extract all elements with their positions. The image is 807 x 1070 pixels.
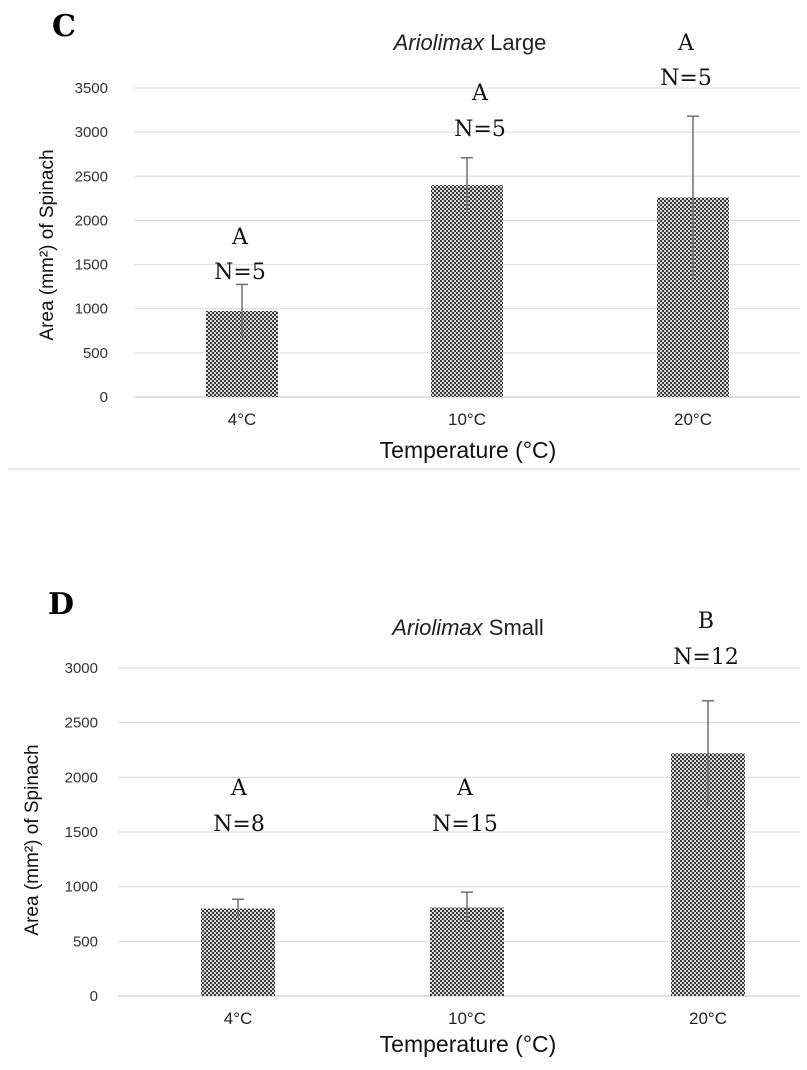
x-tick-label: 10°C — [448, 1009, 486, 1028]
sample-size-label: N=15 — [432, 812, 498, 837]
chart-title-italic: Ariolimax — [390, 615, 483, 640]
y-tick-label: 1000 — [75, 301, 108, 318]
y-tick-label: 0 — [100, 389, 108, 406]
chart-panel-d: D Ariolimax Small 0 500 1000 1500 2000 2500 30… — [22, 587, 800, 1057]
group-letter: B — [698, 609, 714, 634]
x-tick-label: 4°C — [224, 1009, 253, 1028]
x-tick-label: 10°C — [448, 410, 486, 429]
x-tick-label: 20°C — [674, 410, 712, 429]
y-axis-label: Area (mm²) of Spinach — [37, 149, 58, 340]
x-tick-labels: 4°C 10°C 20°C — [224, 1009, 727, 1028]
y-tick-labels: 0 500 1000 1500 2000 2500 3000 — [65, 660, 98, 1005]
chart-title-rest: Large — [484, 30, 546, 55]
bars — [201, 753, 745, 996]
y-tick-label: 2500 — [75, 168, 108, 185]
y-tick-label: 1500 — [65, 824, 98, 841]
group-letter: A — [677, 31, 695, 56]
error-bars — [232, 700, 714, 923]
chart-title: Ariolimax Large — [392, 30, 547, 55]
chart-panel-c: C Ariolimax Large 0 500 1000 1500 2000 2500 30… — [8, 9, 800, 470]
y-tick-labels: 0 500 1000 1500 2000 2500 3000 3500 — [75, 80, 108, 406]
y-tick-label: 500 — [83, 345, 108, 362]
chart-title: Ariolimax Small — [390, 615, 544, 640]
sample-size-label: N=5 — [454, 117, 506, 142]
y-tick-label: 3500 — [75, 80, 108, 97]
annotations: A N=5 A N=5 A N=5 — [214, 31, 712, 285]
x-tick-label: 20°C — [689, 1009, 727, 1028]
group-letter: A — [471, 81, 489, 106]
chart-title-italic: Ariolimax — [392, 30, 485, 55]
chart-title-rest: Small — [483, 615, 544, 640]
y-tick-label: 1500 — [75, 257, 108, 274]
x-axis-label: Temperature (°C) — [380, 1031, 557, 1057]
sample-size-label: N=5 — [660, 66, 712, 91]
annotations: A N=8 A N=15 B N=12 — [213, 609, 739, 837]
y-tick-label: 2000 — [65, 769, 98, 786]
y-tick-label: 500 — [73, 933, 98, 950]
y-tick-label: 2000 — [75, 212, 108, 229]
x-tick-label: 4°C — [228, 410, 257, 429]
group-letter: A — [456, 776, 474, 801]
y-tick-label: 3000 — [75, 124, 108, 141]
panel-letter-d: D — [48, 587, 74, 622]
group-letter: A — [230, 776, 248, 801]
group-letter: A — [231, 225, 249, 250]
sample-size-label: N=12 — [673, 645, 739, 670]
panel-letter-c: C — [52, 9, 76, 44]
bars — [206, 185, 729, 397]
y-tick-label: 1000 — [65, 879, 98, 896]
bar — [201, 908, 275, 996]
y-tick-label: 2500 — [65, 715, 98, 732]
sample-size-label: N=8 — [213, 812, 265, 837]
y-tick-label: 3000 — [65, 660, 98, 677]
sample-size-label: N=5 — [214, 260, 266, 285]
y-axis-label: Area (mm²) of Spinach — [22, 744, 43, 935]
x-tick-labels: 4°C 10°C 20°C — [228, 410, 712, 429]
y-tick-label: 0 — [90, 988, 98, 1005]
error-bars — [236, 115, 699, 338]
bar — [431, 185, 503, 397]
x-axis-label: Temperature (°C) — [380, 437, 557, 463]
